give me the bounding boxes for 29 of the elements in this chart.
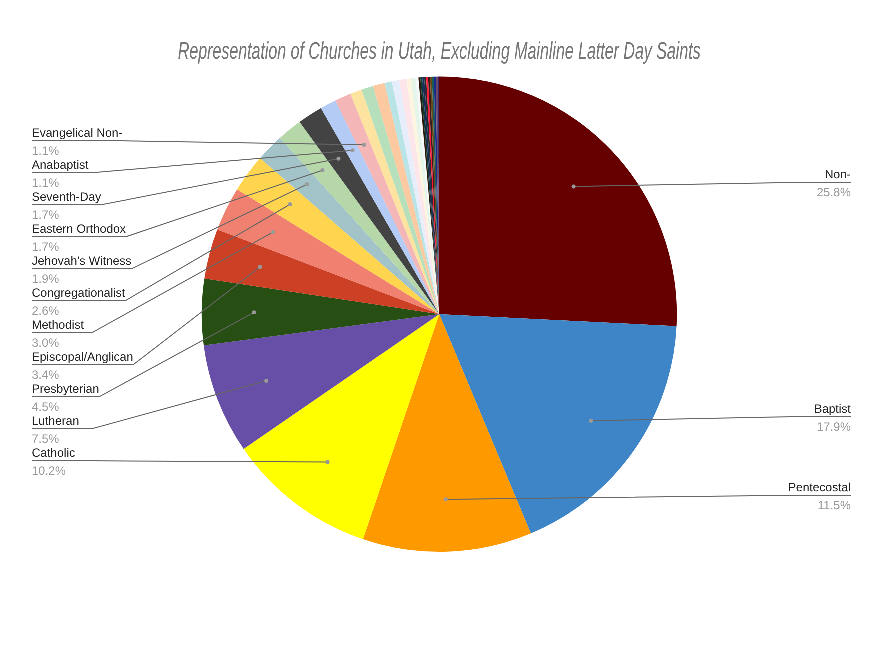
slice-label: Catholic [32,446,76,460]
slice-label: Seventh-Day [32,190,102,204]
slice-label: Episcopal/Anglican [32,350,134,364]
slice-label: Anabaptist [32,158,90,172]
data-label: 1.1% [32,144,60,158]
slice-label: Eastern Orthodox [32,222,126,236]
data-label: 10.2% [32,464,66,478]
data-label: 1.9% [32,272,60,286]
slice-label: Pentecostal [788,480,851,495]
data-label: 3.0% [32,336,60,350]
data-label: 4.5% [32,400,60,414]
data-label: 2.6% [32,304,60,318]
slice-label: Methodist [32,318,85,332]
slice-label: Evangelical Non- [32,126,123,140]
data-label: 1.1% [32,176,60,190]
data-label: 1.7% [32,240,60,254]
data-label: 1.7% [32,208,60,222]
slice-label: Jehovah's Witness [32,254,132,268]
slice-label: Presbyterian [32,382,100,396]
data-label: 3.4% [32,368,60,382]
data-label: 17.9% [816,420,852,434]
slice-label: Lutheran [32,414,80,428]
data-label: 25.8% [816,186,852,200]
slice-label: Baptist [814,402,852,416]
data-label: 11.5% [818,498,852,513]
data-label: 7.5% [32,432,60,446]
slice-label: Non- [824,168,851,182]
slice-label: Congregationalist [32,286,126,300]
chart-title: Representation of Churches in Utah, Excluding Mainline Latter Day Saints [178,39,701,65]
